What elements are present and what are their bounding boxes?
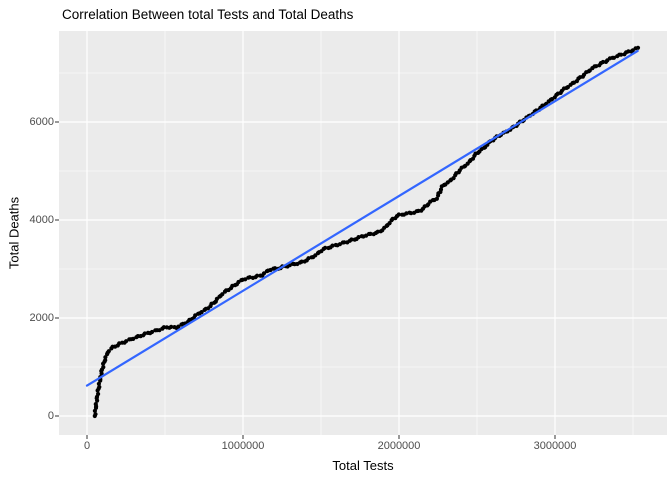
data-point bbox=[101, 365, 106, 370]
data-point bbox=[342, 240, 347, 245]
data-point bbox=[272, 266, 278, 271]
y-axis-title: Total Deaths bbox=[6, 196, 22, 270]
data-point bbox=[619, 52, 624, 57]
data-point bbox=[299, 259, 304, 264]
y-tick-label: 0 bbox=[47, 410, 54, 422]
data-point bbox=[434, 196, 439, 201]
plot-panel bbox=[59, 31, 667, 435]
data-point bbox=[635, 45, 641, 50]
data-point bbox=[124, 339, 129, 344]
data-point bbox=[261, 271, 267, 276]
minor-gridlines bbox=[59, 31, 667, 435]
data-point bbox=[438, 187, 444, 192]
axis-tick-marks bbox=[55, 121, 556, 439]
data-point bbox=[199, 310, 204, 315]
data-point bbox=[106, 349, 111, 354]
data-point bbox=[255, 273, 260, 278]
data-point bbox=[368, 231, 373, 236]
data-point bbox=[600, 59, 606, 65]
data-point bbox=[97, 384, 102, 390]
data-point bbox=[349, 237, 354, 242]
data-point bbox=[169, 324, 174, 329]
data-point bbox=[103, 358, 108, 363]
data-point bbox=[323, 245, 328, 250]
data-point bbox=[93, 412, 98, 417]
data-point bbox=[611, 55, 617, 60]
x-tick-label: 0 bbox=[83, 440, 91, 452]
data-point bbox=[93, 402, 98, 407]
x-tick-label: 3000000 bbox=[533, 440, 577, 452]
data-point bbox=[176, 324, 181, 329]
data-point bbox=[396, 212, 401, 217]
x-axis-title: Total Tests bbox=[332, 458, 394, 473]
data-point bbox=[330, 243, 335, 248]
data-point bbox=[594, 64, 599, 69]
data-point bbox=[220, 292, 225, 297]
y-tick-label: 6000 bbox=[29, 116, 54, 128]
y-tick-label: 2000 bbox=[29, 312, 54, 324]
data-point bbox=[626, 49, 631, 54]
data-point bbox=[356, 235, 361, 240]
data-point bbox=[96, 391, 101, 397]
data-point bbox=[142, 331, 147, 336]
x-tick-label: 1000000 bbox=[221, 440, 265, 452]
data-point bbox=[103, 355, 108, 360]
regression-line bbox=[85, 49, 639, 387]
plot-title: Correlation Between total Tests and Tota… bbox=[62, 7, 354, 22]
y-tick-label: 4000 bbox=[29, 214, 54, 226]
data-point bbox=[149, 329, 155, 335]
x-tick-label: 2000000 bbox=[377, 440, 421, 452]
data-point bbox=[243, 277, 248, 282]
data-point bbox=[131, 336, 136, 341]
